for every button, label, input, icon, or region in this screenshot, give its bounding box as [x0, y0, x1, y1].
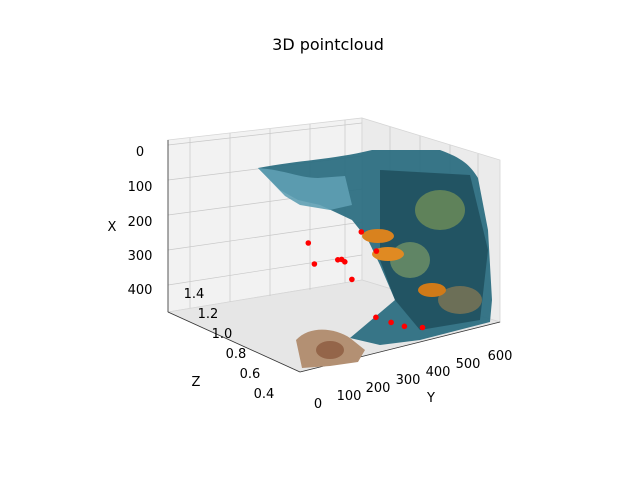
- red-points: [305, 229, 426, 331]
- red-point: [419, 324, 426, 331]
- grid-line: [167, 221, 363, 251]
- z-tick-label: 0.4: [254, 387, 275, 402]
- y-tick-label: 300: [396, 373, 421, 388]
- coral-cluster: [415, 190, 465, 230]
- back-pane: [167, 117, 363, 313]
- fish: [362, 229, 394, 243]
- red-point: [388, 319, 394, 326]
- y-tick-labels: 0 100 200 300 400 500 600: [314, 349, 513, 412]
- red-point: [401, 323, 408, 330]
- y-tick-label: 600: [488, 349, 513, 364]
- x-tick-label: 100: [128, 180, 153, 195]
- z-tick-label: 1.0: [212, 327, 233, 342]
- red-point: [342, 259, 348, 265]
- grid-line: [167, 254, 363, 286]
- y-tick-label: 400: [426, 365, 451, 380]
- red-point: [311, 261, 318, 267]
- chart-title: 3D pointcloud: [272, 35, 384, 54]
- x-axis-label: X: [108, 220, 117, 235]
- x-tick-label: 400: [128, 283, 153, 298]
- grid-line: [167, 122, 363, 146]
- red-point: [349, 276, 355, 283]
- coral-cluster: [316, 341, 344, 359]
- x-tick-labels: 0 100 200 300 400: [128, 145, 153, 298]
- x-tick-label: 0: [136, 145, 144, 160]
- z-tick-label: 0.6: [240, 367, 261, 382]
- x-tick-label: 300: [128, 249, 153, 264]
- red-point: [373, 314, 379, 321]
- y-tick-label: 200: [366, 381, 391, 396]
- z-tick-label: 1.4: [184, 287, 205, 302]
- y-tick-label: 500: [456, 357, 481, 372]
- z-tick-label: 1.2: [198, 307, 219, 322]
- x-tick-label: 200: [128, 215, 153, 230]
- coral-cluster: [438, 286, 482, 314]
- y-axis-label: Y: [426, 391, 435, 406]
- z-axis-line: [167, 311, 301, 373]
- fish: [418, 283, 446, 297]
- z-tick-label: 0.8: [226, 347, 247, 362]
- reef-upper-wave: [258, 168, 352, 210]
- y-tick-label: 0: [314, 397, 322, 412]
- red-point: [373, 248, 380, 254]
- y-tick-label: 100: [337, 389, 362, 404]
- red-point: [305, 240, 312, 246]
- fish: [372, 247, 404, 261]
- reef-surface: [258, 150, 492, 368]
- z-tick-labels: 0.4 0.6 0.8 1.0 1.2 1.4: [184, 287, 275, 402]
- red-point: [358, 229, 365, 235]
- z-axis-label: Z: [192, 375, 201, 390]
